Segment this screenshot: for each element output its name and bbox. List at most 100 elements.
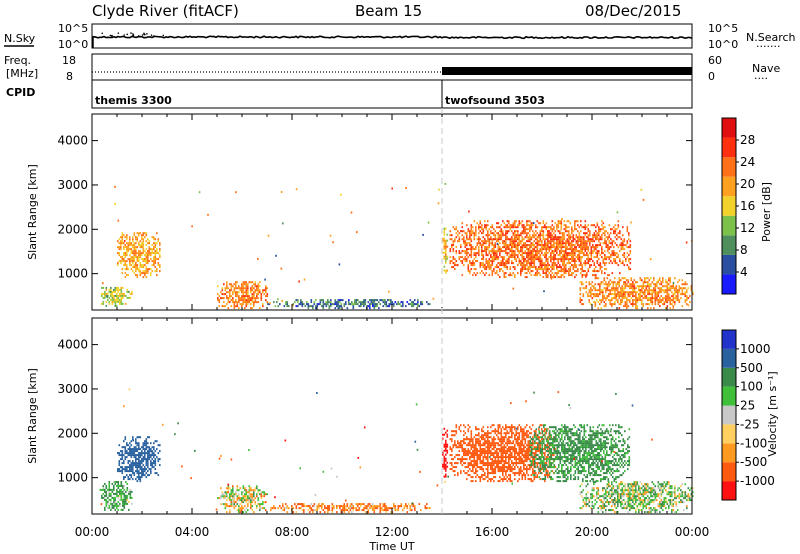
echo-cell [119,300,121,303]
echo-cell [236,303,239,306]
echo-cell [108,300,111,303]
echo-cell [488,250,491,253]
echo-cell [126,234,128,237]
echo-cell [265,509,267,512]
echo-cell [614,303,616,306]
echo-cell [499,440,501,443]
echo-cell [541,266,543,269]
echo-cell [129,296,132,299]
echo-cell [687,297,690,300]
echo-cell [590,264,593,267]
echo-cell [454,258,456,261]
echo-cell [499,470,501,473]
echo-cell [527,238,530,241]
echo-cell [604,250,606,253]
echo-cell [527,258,530,261]
echo-cell [493,468,495,471]
noise-search-dot [132,33,134,35]
echo-cell [475,254,477,257]
echo-cell [263,495,266,498]
echo-cell [446,433,449,436]
echo-cell [135,270,137,273]
echo-cell [554,272,557,275]
echo-cell [605,305,607,308]
echo-cell [520,260,522,263]
echo-cell [484,440,486,443]
echo-cell [217,297,219,300]
echo-cell [491,478,494,481]
echo-cell [488,240,491,243]
echo-cell [593,256,596,259]
echo-cell [135,442,137,445]
echo-cell [536,238,539,241]
echo-cell [295,511,298,514]
echo-cell [466,452,468,455]
echo-cell [684,287,687,290]
echo-cell [638,293,640,296]
echo-cell [229,291,231,294]
echo-cell [138,466,140,469]
echo-cell [464,260,467,263]
echo-cell [502,442,504,445]
echo-cell [604,272,606,275]
echo-cell [580,242,582,245]
echo-cell [273,505,275,508]
echo-cell [396,509,398,512]
echo-cell [373,305,376,308]
echo-cell [616,256,618,259]
echo-cell [144,454,146,457]
echo-cell [499,270,501,273]
echo-cell [235,291,237,294]
echo-cell [502,446,504,449]
echo-cell [580,260,582,263]
echo-cell [545,258,548,261]
echo-cell [414,507,416,510]
echo-cell [121,258,124,261]
echo-cell [385,509,388,512]
echo-cell [123,506,126,509]
echo-cell [560,244,563,247]
echo-cell [509,452,512,455]
echo-cell [494,466,497,469]
echo-cell [515,254,518,257]
echo-cell [150,274,152,277]
echo-cell [126,238,128,241]
echo-cell [599,299,601,302]
echo-cell [487,468,489,471]
echo-cell [466,248,468,251]
echo-cell [133,450,136,453]
echo-cell [251,501,254,504]
echo-cell [611,287,613,290]
echo-cell [618,295,621,298]
echo-cell [529,220,531,223]
echo-cell [614,295,616,298]
echo-cell [129,450,131,453]
echo-cell [487,236,489,239]
echo-cell [599,287,601,290]
echo-cell [614,228,617,231]
echo-cell [479,230,482,233]
echo-cell [581,270,584,273]
echo-cell [478,228,480,231]
echo-cell [148,252,151,255]
echo-cell [642,291,645,294]
echo-cell [511,262,513,265]
echo-cell [265,289,267,292]
echo-cell [551,244,554,247]
echo-cell [307,505,310,508]
echo-cell [244,495,246,498]
echo-cell [526,268,528,271]
echo-cell [590,258,593,261]
echo-cell [503,470,506,473]
echo-cell [352,303,355,306]
echo-cell [464,472,467,475]
echo-cell [557,236,560,239]
echo-cell [473,262,476,265]
echo-cell [505,238,507,241]
echo-cell [530,264,533,267]
echo-cell [560,260,563,263]
echo-cell [554,242,557,245]
echo-cell [443,427,446,430]
echo-cell [467,448,470,451]
echo-cell [502,448,504,451]
